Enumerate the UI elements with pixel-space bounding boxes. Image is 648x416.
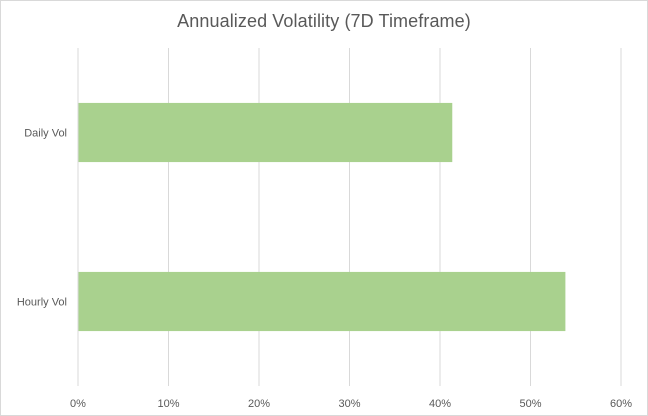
- bar-hourly-vol: [78, 271, 566, 332]
- y-category-label: Daily Vol: [24, 128, 67, 140]
- x-tick-label: 40%: [429, 398, 451, 410]
- x-tick-label: 50%: [519, 398, 541, 410]
- y-category-label: Hourly Vol: [17, 297, 67, 309]
- chart-title: Annualized Volatility (7D Timeframe): [177, 11, 471, 31]
- bar-daily-vol: [78, 102, 453, 163]
- x-tick-label: 30%: [338, 398, 360, 410]
- x-tick-label: 10%: [157, 398, 179, 410]
- x-tick-label: 20%: [248, 398, 270, 410]
- x-tick-label: 0%: [70, 398, 86, 410]
- x-tick-label: 60%: [610, 398, 632, 410]
